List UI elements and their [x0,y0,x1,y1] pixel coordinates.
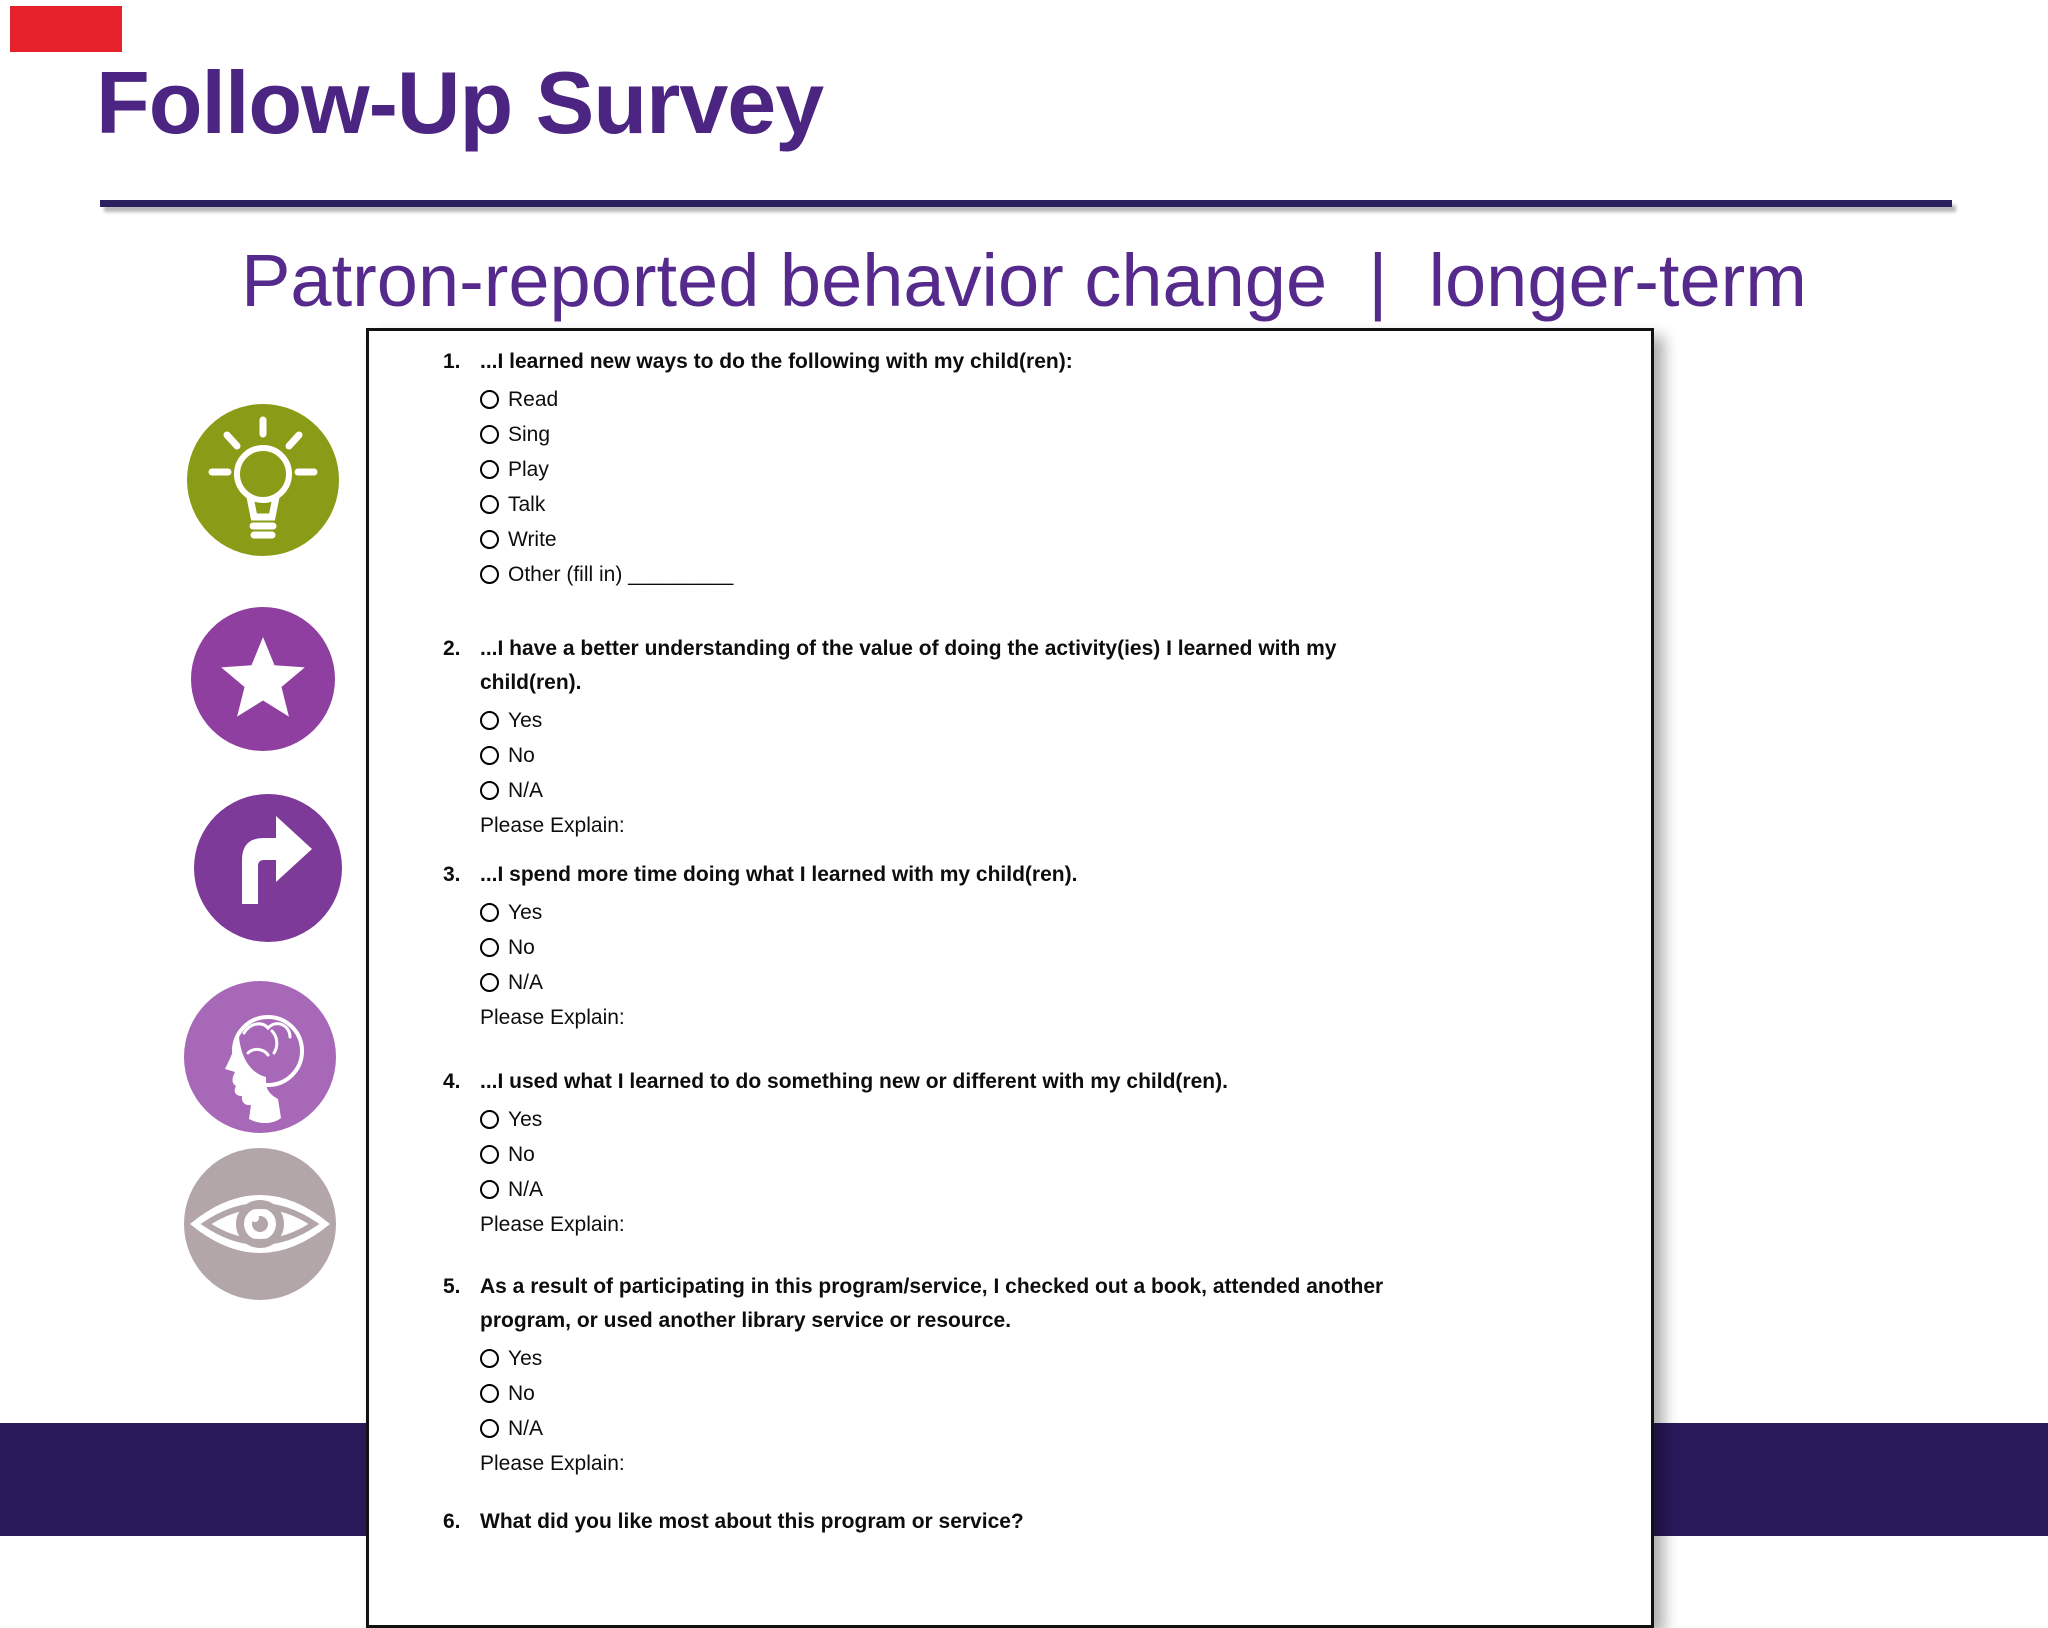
turn-right-arrow-icon [194,794,342,942]
please-explain-label: Please Explain: [480,814,625,837]
radio-option-label: Sing [508,422,551,446]
option-list: Yes No N/A [480,1102,1651,1207]
question-text: ...I have a better understanding of the … [480,637,1337,660]
radio-option[interactable]: Talk [480,487,1651,522]
question-number-spacer [443,1304,480,1338]
please-explain-label: Please Explain: [480,1213,625,1236]
survey-question: 4. ...I used what I learned to do someth… [369,1065,1651,1242]
radio-option[interactable]: No [480,1376,1651,1411]
radio-icon[interactable] [480,1180,499,1199]
option-list: Yes No N/A [480,1341,1651,1446]
question-text: ...I learned new ways to do the followin… [480,350,1073,373]
survey-question: 6. What did you like most about this pro… [369,1505,1651,1539]
star-icon [191,607,335,751]
radio-option[interactable]: N/A [480,965,1651,1000]
question-number: 1. [443,350,461,373]
radio-option[interactable]: N/A [480,1172,1651,1207]
radio-option-label: Talk [508,492,546,516]
radio-option[interactable]: N/A [480,1411,1651,1446]
please-explain-label: Please Explain: [480,1006,625,1029]
radio-icon[interactable] [480,1145,499,1164]
radio-option[interactable]: No [480,930,1651,965]
radio-option-label: N/A [508,970,544,994]
radio-option-label: N/A [508,1416,544,1440]
radio-icon[interactable] [480,1110,499,1129]
radio-option-label: Yes [508,900,543,924]
question-text-continued: child(ren). [480,671,582,694]
question-text-continued: program, or used another library service… [480,1309,1012,1332]
red-marker [10,6,122,52]
radio-icon[interactable] [480,390,499,409]
radio-option-label: Other (fill in) _________ [508,562,734,586]
radio-icon[interactable] [480,1349,499,1368]
slide: Follow-Up Survey Patron-reported behavio… [0,6,2048,1628]
radio-option[interactable]: Yes [480,895,1651,930]
radio-option[interactable]: N/A [480,773,1651,808]
subtitle: Patron-reported behavior change | longer… [241,239,1807,322]
question-text: ...I used what I learned to do something… [480,1070,1228,1093]
survey-question: 5. As a result of participating in this … [369,1270,1651,1481]
radio-icon[interactable] [480,973,499,992]
option-list: Yes No N/A [480,703,1651,808]
radio-option[interactable]: Yes [480,703,1651,738]
question-text: ...I spend more time doing what I learne… [480,863,1078,886]
question-text: As a result of participating in this pro… [480,1275,1384,1298]
please-explain-label: Please Explain: [480,1452,625,1475]
question-text: What did you like most about this progra… [480,1510,1024,1533]
lightbulb-icon [187,404,339,556]
radio-icon[interactable] [480,565,499,584]
radio-option[interactable]: No [480,1137,1651,1172]
survey-form: 1. ...I learned new ways to do the follo… [366,328,1654,1628]
radio-icon[interactable] [480,938,499,957]
radio-option[interactable]: Yes [480,1341,1651,1376]
question-number-spacer [443,666,480,700]
survey-question: 2. ...I have a better understanding of t… [369,632,1651,843]
radio-option[interactable]: Other (fill in) _________ [480,557,1651,592]
head-brain-icon [184,981,336,1133]
radio-icon[interactable] [480,781,499,800]
radio-icon[interactable] [480,711,499,730]
radio-option-label: Yes [508,708,543,732]
radio-option[interactable]: No [480,738,1651,773]
question-number: 3. [443,863,461,886]
radio-option[interactable]: Read [480,382,1651,417]
radio-option-label: Play [508,457,549,481]
option-list: Yes No N/A [480,895,1651,1000]
radio-option[interactable]: Sing [480,417,1651,452]
radio-icon[interactable] [480,903,499,922]
radio-option[interactable]: Write [480,522,1651,557]
radio-icon[interactable] [480,1419,499,1438]
radio-option-label: N/A [508,1177,544,1201]
eye-icon [184,1148,336,1300]
radio-option-label: N/A [508,778,544,802]
option-list: Read Sing Play Talk Write [480,382,1651,592]
radio-option-label: Yes [508,1107,543,1131]
radio-option[interactable]: Play [480,452,1651,487]
radio-option-label: No [508,743,535,767]
survey-question: 1. ...I learned new ways to do the follo… [369,345,1651,592]
radio-icon[interactable] [480,746,499,765]
radio-icon[interactable] [480,460,499,479]
radio-option-label: No [508,935,535,959]
radio-option-label: Yes [508,1346,543,1370]
title-rule [100,200,1952,207]
question-number: 4. [443,1070,461,1093]
radio-icon[interactable] [480,530,499,549]
page-title: Follow-Up Survey [96,53,824,152]
radio-option-label: Read [508,387,559,411]
question-number: 6. [443,1510,461,1533]
question-number: 2. [443,637,461,660]
radio-option-label: Write [508,527,557,551]
radio-option-label: No [508,1142,535,1166]
survey-question: 3. ...I spend more time doing what I lea… [369,858,1651,1035]
radio-icon[interactable] [480,425,499,444]
radio-option[interactable]: Yes [480,1102,1651,1137]
radio-option-label: No [508,1381,535,1405]
question-number: 5. [443,1275,461,1298]
radio-icon[interactable] [480,495,499,514]
radio-icon[interactable] [480,1384,499,1403]
